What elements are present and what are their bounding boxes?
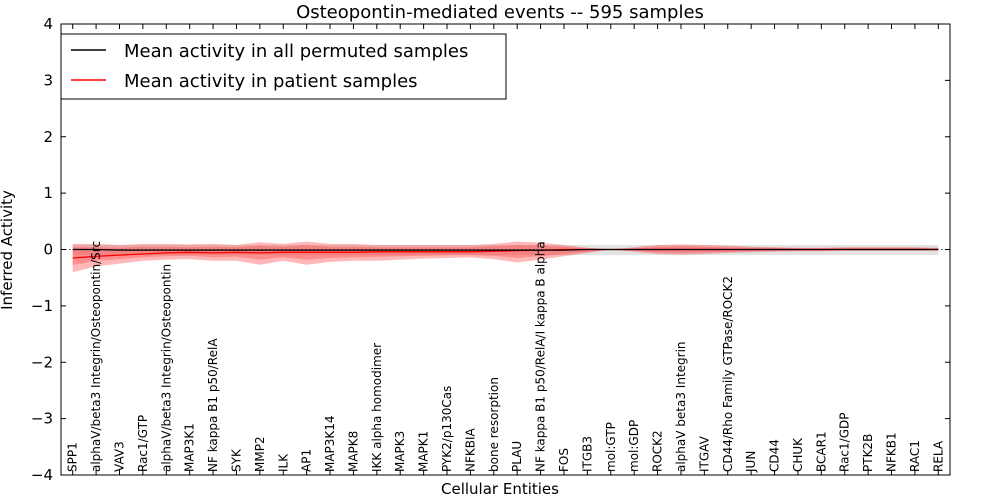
x-category-label: PLAU — [510, 441, 524, 472]
x-category-label: MAP3K14 — [323, 415, 337, 472]
x-category-label: MAP3K1 — [183, 423, 197, 472]
legend-box — [60, 33, 507, 100]
x-category-label: NF kappa B1 p50/RelA — [206, 338, 220, 472]
y-tick-label: −4 — [31, 466, 53, 484]
x-category-label: NF kappa B1 p50/RelA/I kappa B alpha — [534, 241, 548, 472]
x-category-label: PTK2B — [861, 434, 875, 472]
x-axis-label: Cellular Entities — [441, 480, 559, 498]
y-tick-label: −2 — [31, 353, 53, 371]
x-category-label: NFKB1 — [885, 432, 899, 472]
legend-label-permuted: Mean activity in all permuted samples — [124, 41, 468, 62]
x-category-label: ILK — [276, 453, 290, 472]
x-category-label: Rac1/GTP — [136, 415, 150, 472]
y-tick-label: −3 — [31, 410, 53, 428]
y-tick-label: 4 — [43, 15, 53, 33]
y-tick-label: 3 — [43, 71, 53, 89]
x-category-label: BCAR1 — [814, 431, 828, 472]
x-category-label: CD44/Rho Family GTPase/ROCK2 — [721, 276, 735, 472]
x-category-label: mol:GTP — [604, 422, 618, 472]
x-category-label: alphaV/beta3 Integrin/Osteopontin — [159, 264, 173, 472]
y-tick-label: 1 — [43, 184, 53, 202]
x-category-label: SPP1 — [66, 442, 80, 472]
x-category-label: CD44 — [768, 439, 782, 472]
plot-frame — [60, 23, 951, 476]
x-category-label: SYK — [230, 448, 244, 472]
plot-area: −4 −3 −2 −1 0 1 2 3 4 SPP1 alphaV/beta3 Integrin/O… — [31, 15, 951, 484]
series-line-permuted — [72, 248, 939, 251]
x-category-label: MMP2 — [253, 436, 267, 472]
legend: Mean activity in all permuted samples Me… — [60, 33, 507, 100]
x-category-label: IKK alpha homodimer — [370, 343, 384, 472]
x-category-label: MAPK8 — [346, 431, 360, 472]
x-category-label: MAPK1 — [417, 431, 431, 472]
legend-label-patient: Mean activity in patient samples — [124, 71, 418, 92]
y-tick-label: 0 — [43, 241, 53, 259]
y-axis-label: Inferred Activity — [0, 190, 16, 310]
x-category-label: bone resorption — [487, 377, 501, 472]
x-category-label: ROCK2 — [651, 430, 665, 472]
x-category-label: CHUK — [791, 437, 805, 472]
x-category-label: PYK2/p130Cas — [440, 386, 454, 472]
x-category-label: MAPK3 — [393, 431, 407, 472]
x-category-label: NFKBIA — [463, 427, 477, 472]
x-category-label: RAC1 — [908, 440, 922, 472]
x-category-label: Rac1/GDP — [838, 413, 852, 472]
y-tick-label: −1 — [31, 297, 53, 315]
x-category-label: ITGAV — [697, 435, 711, 472]
x-category-label: VAV3 — [113, 441, 127, 472]
chart-title: Osteopontin-mediated events -- 595 sampl… — [296, 2, 704, 23]
x-category-label: mol:GDP — [627, 420, 641, 472]
x-category-label: ITGB3 — [580, 436, 594, 472]
x-category-label: JUN — [744, 451, 758, 473]
x-category-label: alphaV beta3 Integrin — [674, 341, 688, 472]
y-tick-label: 2 — [43, 128, 53, 146]
x-category-label: FOS — [557, 448, 571, 472]
x-category-label: AP1 — [300, 449, 314, 472]
x-category-label: alphaV/beta3 Integrin/Osteopontin/Src — [89, 241, 103, 472]
x-category-label: RELA — [931, 440, 945, 472]
